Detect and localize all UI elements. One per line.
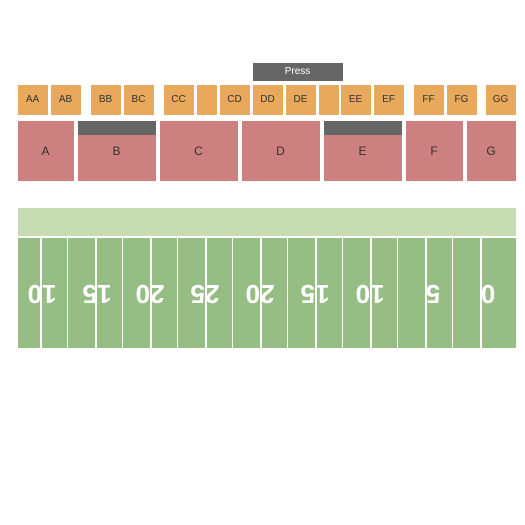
yard-label-25-3: 25 [185,278,225,309]
upper-section-DD[interactable]: DD [253,85,283,115]
upper-section-GG[interactable]: GG [486,85,516,115]
yard-line-7 [232,238,233,348]
lower-section-C[interactable]: C [160,121,238,181]
yard-line-11 [342,238,343,348]
seating-chart: PressAAABBBBCCCCDDDDEEEEFFFFGGGABCDEFG10… [18,63,508,463]
football-field: 10 15 20 25 20 15 10 50 [18,238,516,348]
yard-label-15-5: 15 [295,278,335,309]
lower-section-F[interactable]: F [406,121,463,181]
upper-section-BC[interactable]: BC [124,85,154,115]
lower-section-G[interactable]: G [467,121,516,181]
yard-line-3 [122,238,123,348]
yard-line-5 [177,238,178,348]
upper-gap-1 [319,85,339,115]
yard-label-0-8: 0 [468,278,508,309]
press-box: Press [253,63,343,81]
upper-section-EF[interactable]: EF [374,85,404,115]
dark-overlay-1 [324,121,402,135]
upper-section-EE[interactable]: EE [341,85,371,115]
dark-overlay-0 [78,121,156,135]
yard-line-9 [287,238,288,348]
yard-label-10-0: 10 [22,278,62,309]
upper-section-FG[interactable]: FG [447,85,477,115]
lower-section-A[interactable]: A [18,121,74,181]
upper-section-AB[interactable]: AB [51,85,81,115]
upper-section-BB[interactable]: BB [91,85,121,115]
yard-label-20-2: 20 [130,278,170,309]
yard-label-20-4: 20 [240,278,280,309]
yard-line-1 [67,238,68,348]
upper-gap-0 [197,85,217,115]
yard-label-10-6: 10 [350,278,390,309]
upper-section-CC[interactable]: CC [164,85,194,115]
lower-section-D[interactable]: D [242,121,320,181]
yard-line-13 [397,238,398,348]
upper-section-AA[interactable]: AA [18,85,48,115]
upper-section-DE[interactable]: DE [286,85,316,115]
light-green-bar [18,208,516,236]
upper-section-FF[interactable]: FF [414,85,444,115]
upper-section-CD[interactable]: CD [220,85,250,115]
yard-label-5-7: 5 [413,278,453,309]
yard-label-15-1: 15 [77,278,117,309]
